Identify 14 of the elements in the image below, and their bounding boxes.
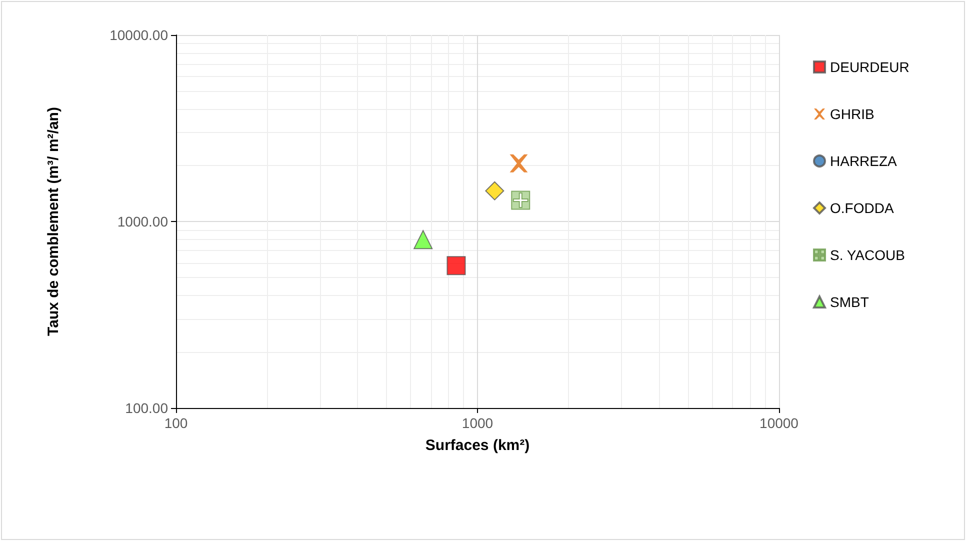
legend-label: S. YACOUB bbox=[830, 247, 905, 263]
x-tick-label: 100 bbox=[164, 415, 188, 431]
y-axis-title: Taux de comblement (m³/ m²/an) bbox=[45, 107, 62, 336]
legend-label: O.FODDA bbox=[830, 200, 894, 216]
y-tick-label: 1000.00 bbox=[117, 214, 168, 230]
legend-label: HARREZA bbox=[830, 153, 898, 169]
y-tick-label: 100.00 bbox=[125, 400, 168, 416]
legend-label: SMBT bbox=[830, 294, 870, 310]
legend-label: GHRIB bbox=[830, 106, 874, 122]
x-tick-label: 1000 bbox=[462, 415, 494, 431]
y-tick-label: 10000.00 bbox=[110, 27, 168, 43]
x-axis-title: Surfaces (km²) bbox=[425, 437, 530, 454]
legend-label: DEURDEUR bbox=[830, 59, 910, 75]
x-tick-label: 10000 bbox=[760, 415, 799, 431]
